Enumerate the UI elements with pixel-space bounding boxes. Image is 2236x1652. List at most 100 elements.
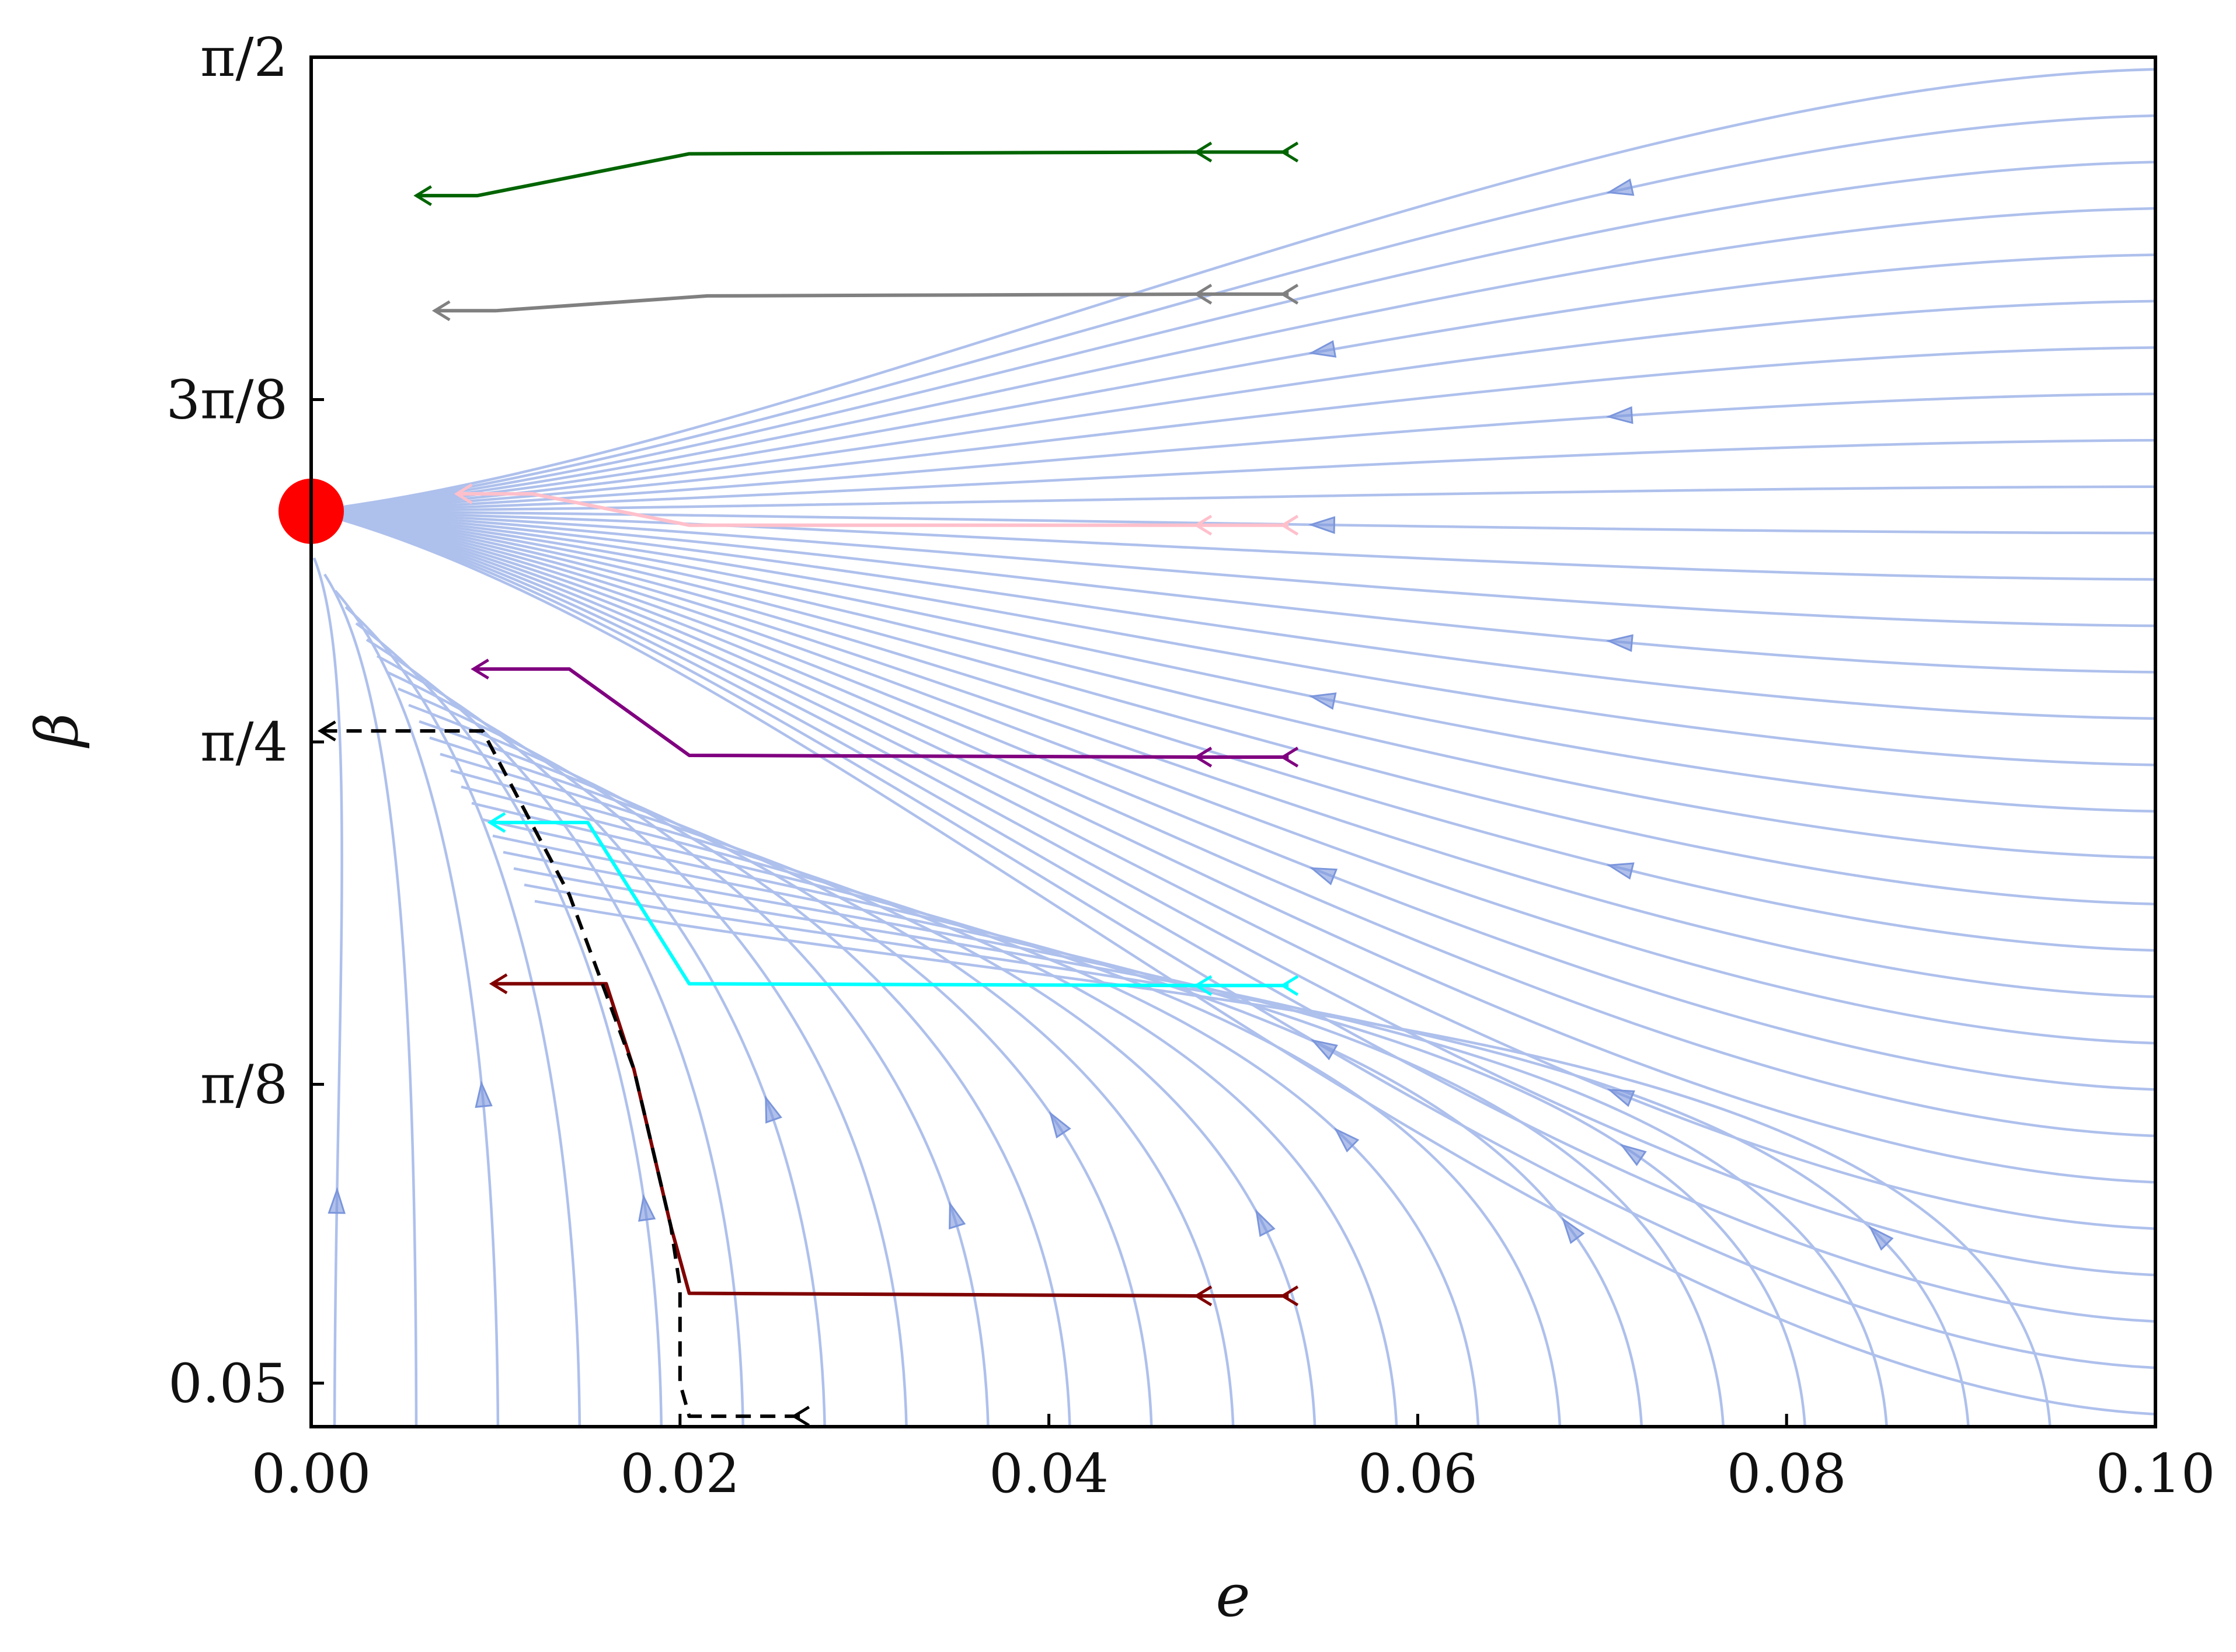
stream-arrow [475, 1080, 493, 1108]
stream-arrow [1308, 516, 1336, 534]
y-axis-ticks: 0.05 π/8 π/4 3π/8 π/2 [166, 26, 324, 1414]
trajectory-arrowhead [1193, 141, 1213, 163]
stream-arrow [949, 1201, 966, 1230]
streamline [311, 114, 2155, 513]
x-tick-label: 0.06 [1358, 1442, 1478, 1505]
streamline [311, 510, 2155, 720]
streamline [311, 510, 2155, 1045]
streamline [408, 703, 1071, 1427]
trajectory-arrowhead [1193, 747, 1213, 768]
stream-arrow [1606, 178, 1635, 196]
streamline [311, 510, 2155, 581]
streamline [524, 883, 1970, 1427]
stream-arrow [1619, 1144, 1647, 1166]
trajectory-arrowhead [1193, 975, 1213, 996]
y-tick-label: π/2 [200, 26, 288, 89]
stream-arrow [1308, 692, 1337, 710]
stream-arrow [1255, 1209, 1276, 1238]
x-tick-label: 0.04 [989, 1442, 1109, 1505]
streamline [311, 510, 2155, 1184]
streamline [311, 485, 2155, 513]
trajectory-arrowhead [471, 658, 489, 679]
streamline [311, 161, 2155, 513]
streamline [311, 510, 2155, 1230]
trajectory-arrowhead [1193, 284, 1213, 305]
streamline [450, 769, 1398, 1427]
y-tick-label: π/4 [200, 711, 288, 773]
streamline [398, 687, 990, 1427]
trajectory-arrowhead [1193, 1285, 1213, 1306]
x-tick-label: 0.08 [1727, 1442, 1847, 1505]
streamline [419, 720, 1153, 1427]
trajectory-arrowhead [791, 1406, 810, 1427]
stream-arrow [1605, 406, 1634, 424]
trajectory-arrowhead [1280, 975, 1299, 996]
streamline [311, 510, 2155, 813]
streamline [387, 671, 908, 1427]
streamline [429, 736, 1235, 1427]
streamline [503, 851, 1807, 1427]
trajectory-line [320, 729, 800, 1419]
streamline [311, 510, 2155, 859]
stream-arrow [1605, 634, 1634, 652]
stream-arrow [328, 1187, 346, 1214]
streamline [311, 510, 2155, 628]
stream-arrow [1049, 1111, 1071, 1139]
stream-arrow [1607, 1089, 1635, 1107]
trajectory-arrowhead [413, 185, 432, 206]
trajectory-arrowhead [1193, 514, 1213, 536]
trajectory-arrowhead [1280, 514, 1299, 536]
x-axis-ticks: 0.00 0.02 0.04 0.06 0.08 0.10 [252, 1414, 2216, 1505]
trajectory-line [416, 150, 1289, 198]
streamline [311, 510, 2155, 998]
streamline [311, 253, 2155, 513]
x-tick-label: 0.00 [252, 1442, 371, 1505]
streamline [311, 510, 2155, 1416]
trajectory-arrowhead [318, 720, 336, 741]
streamline [311, 510, 2155, 1323]
streamline [311, 510, 2155, 1369]
streamline [355, 622, 663, 1427]
trajectory-arrowhead [1280, 1285, 1299, 1306]
x-tick-label: 0.02 [620, 1442, 740, 1505]
streamline [311, 207, 2155, 513]
streamline [311, 392, 2155, 513]
streamline [311, 510, 2155, 766]
trajectory-line [457, 492, 1289, 527]
streamline [534, 900, 2052, 1427]
streamline [482, 818, 1643, 1427]
trajectory-arrowhead [1280, 141, 1299, 163]
stream-arrow [1606, 862, 1635, 880]
streamline [311, 510, 2155, 1277]
x-axis-label: e [1215, 1562, 1250, 1630]
streamline [311, 68, 2155, 513]
stream-arrow [1310, 1039, 1338, 1061]
y-tick-label: π/8 [200, 1054, 288, 1116]
streamline [311, 346, 2155, 513]
streamline [311, 510, 2155, 674]
streamline [461, 785, 1480, 1427]
streamline [513, 867, 1888, 1427]
stream-arrow [638, 1194, 656, 1222]
trajectory-arrowhead [431, 300, 451, 322]
stream-arrow [1308, 340, 1337, 358]
trajectory-line [434, 292, 1289, 313]
y-tick-label: 3π/8 [166, 369, 288, 431]
trajectory-line [473, 667, 1289, 759]
stream-arrow [1868, 1225, 1894, 1251]
streamline [311, 510, 2155, 1091]
stream-arrow [765, 1095, 782, 1124]
streamline [323, 573, 418, 1427]
streamline [492, 834, 1725, 1427]
stream-arrow [1561, 1217, 1585, 1245]
y-tick-label: 0.05 [168, 1352, 288, 1414]
x-tick-label: 0.10 [2096, 1442, 2216, 1505]
streamline [471, 801, 1562, 1427]
streamline [312, 557, 343, 1427]
trajectory-arrowhead [489, 973, 508, 995]
y-axis-label: β [23, 713, 91, 749]
streamline [311, 510, 2155, 535]
streamline [311, 510, 2155, 905]
